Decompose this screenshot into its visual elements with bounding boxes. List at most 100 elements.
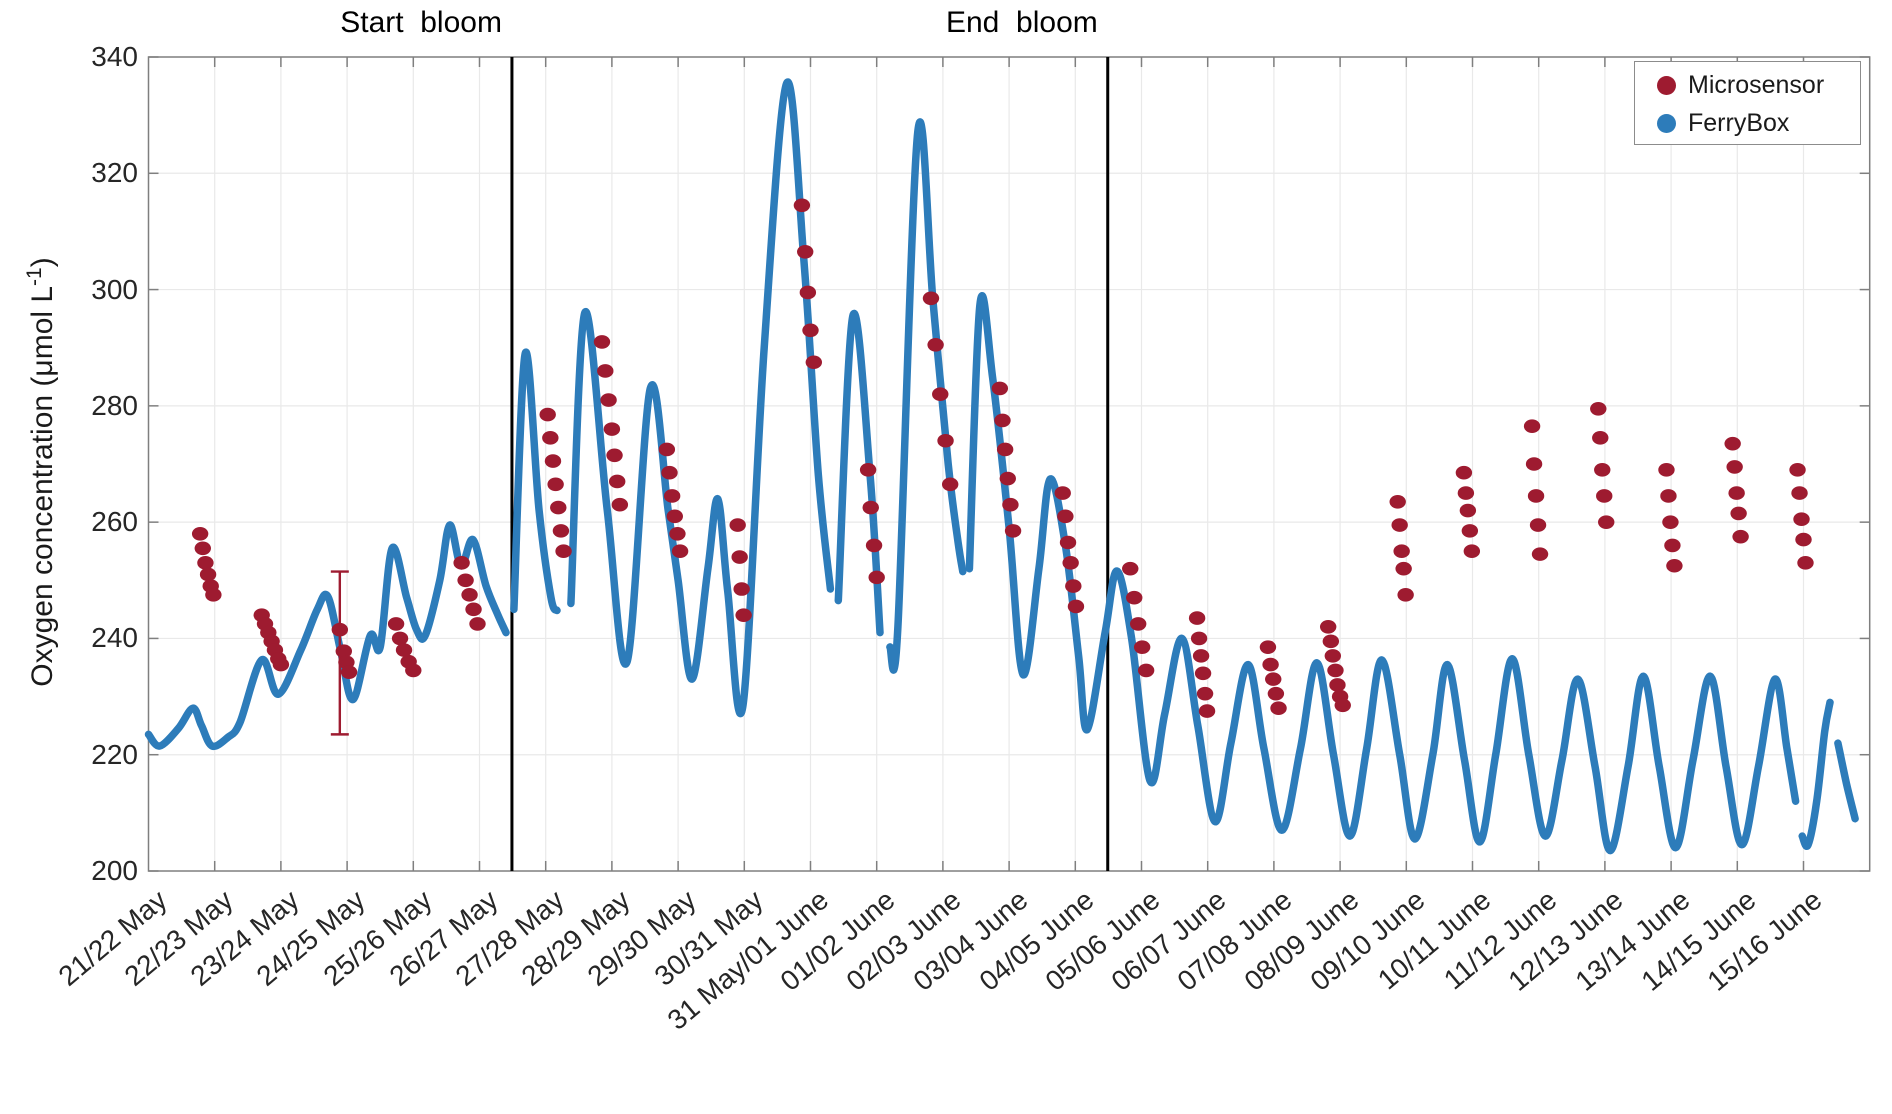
microsensor-dot (1004, 524, 1022, 538)
y-axis-title: Oxygen concentration (μmol L-1) (23, 122, 67, 822)
microsensor-dot (941, 477, 959, 492)
microsensor-dot (1329, 678, 1346, 692)
microsensor-dot (1062, 556, 1079, 570)
microsensor-dot (539, 407, 556, 422)
ferrybox-line-segment (510, 348, 561, 615)
microsensor-dot (994, 413, 1011, 428)
microsensor-dot (1660, 489, 1677, 503)
microsensor-dot (391, 631, 409, 646)
microsensor-dot (1728, 486, 1745, 500)
microsensor-dot (1057, 509, 1074, 524)
microsensor-dot (663, 489, 681, 503)
microsensor-dot (802, 323, 819, 338)
microsensor-dot (1129, 617, 1147, 631)
microsensor-dot (606, 448, 623, 463)
microsensor-dot (453, 556, 470, 570)
microsensor-dot (661, 465, 678, 480)
microsensor-dot (1523, 419, 1541, 434)
legend-item-microsensor: Microsensor (1635, 66, 1860, 104)
legend-item-ferrybox: FerryBox (1635, 104, 1860, 142)
microsensor-dot (194, 541, 211, 556)
microsensor-dot (1730, 506, 1747, 521)
microsensor-dot (729, 518, 746, 532)
microsensor-dot (1259, 640, 1277, 654)
microsensor-dot (1791, 486, 1808, 500)
microsensor-dot (1196, 686, 1214, 701)
microsensor-dot (1459, 503, 1477, 518)
microsensor-dot (927, 338, 944, 352)
microsensor-dot (405, 663, 422, 678)
microsensor-dot (1126, 590, 1143, 605)
microsensor-dot (1463, 544, 1481, 559)
microsensor-dot (1192, 649, 1210, 663)
microsensor-dot (335, 644, 352, 659)
legend-label-ferrybox: FerryBox (1688, 108, 1790, 137)
end-bloom-label: End bloom (945, 6, 1098, 39)
microsensor-dot (611, 497, 629, 512)
microsensor-dot (937, 433, 954, 448)
microsensor-dot (387, 617, 405, 631)
microsensor-dot (199, 567, 217, 582)
microsensor-dot (1059, 535, 1077, 550)
microsensor-dot (1662, 515, 1679, 529)
microsensor-dot (1389, 494, 1406, 509)
legend-label-microsensor: Microsensor (1688, 70, 1825, 99)
microsensor-dot (859, 463, 877, 477)
legend: Microsensor FerryBox (1634, 61, 1861, 145)
microsensor-dot (1270, 701, 1287, 715)
microsensor-dot (1596, 489, 1613, 503)
microsensor-dot (1319, 620, 1337, 634)
microsensor-dot (1262, 657, 1279, 672)
microsensor-dot (1395, 561, 1412, 576)
microsensor-dot (1457, 486, 1475, 500)
microsensor-dot (1724, 436, 1741, 451)
microsensor-dot (1065, 579, 1082, 593)
microsensor-dot (797, 244, 814, 259)
microsensor-dot (1531, 547, 1549, 561)
microsensor-dot (1461, 524, 1479, 538)
ferrybox-line-segment (1834, 739, 1859, 823)
microsensor-dot (469, 617, 486, 631)
microsensor-dot (552, 524, 570, 538)
ferrybox-line-segment (1798, 698, 1834, 850)
y-axis-title-suffix: ) (26, 257, 59, 268)
microsensor-dot (1590, 401, 1607, 416)
microsensor-dot (1793, 512, 1810, 527)
y-tick-label: 260 (91, 506, 138, 538)
microsensor-dot (666, 509, 683, 524)
microsensor-dot (735, 608, 752, 622)
microsensor-dot (1188, 611, 1206, 625)
microsensor-dot (1133, 640, 1151, 654)
microsensor-dot (1664, 538, 1681, 553)
microsensor-dot (1797, 556, 1814, 570)
ferrybox-marker-icon (1657, 113, 1676, 133)
microsensor-dot (1594, 463, 1611, 477)
microsensor-dot (1122, 561, 1139, 576)
microsensor-dot (793, 198, 811, 213)
start-bloom-label: Start bloom (340, 6, 502, 39)
microsensor-dot (600, 393, 617, 407)
microsensor-dot (1455, 465, 1473, 480)
microsensor-dot (191, 526, 209, 541)
microsensor-dot (1525, 457, 1543, 471)
microsensor-dot (1666, 558, 1683, 573)
microsensor-dot (1334, 698, 1351, 713)
y-tick-label: 280 (91, 389, 138, 421)
microsensor-dot (862, 500, 879, 515)
microsensor-dot (1789, 463, 1806, 477)
microsensor-dot (1324, 649, 1342, 663)
microsensor-dot (603, 422, 621, 436)
microsensor-dot (1267, 686, 1285, 701)
microsensor-dot (555, 544, 572, 559)
microsensor-dot (1397, 588, 1414, 602)
microsensor-dot (1658, 463, 1675, 477)
microsensor-dot (1067, 599, 1085, 614)
microsensor-dot (272, 657, 290, 672)
microsensor-dot (1194, 666, 1212, 681)
microsensor-dot (542, 431, 559, 445)
microsensor-dot (1732, 529, 1749, 544)
microsensor-dot (395, 643, 413, 657)
microsensor-dot (197, 556, 214, 570)
